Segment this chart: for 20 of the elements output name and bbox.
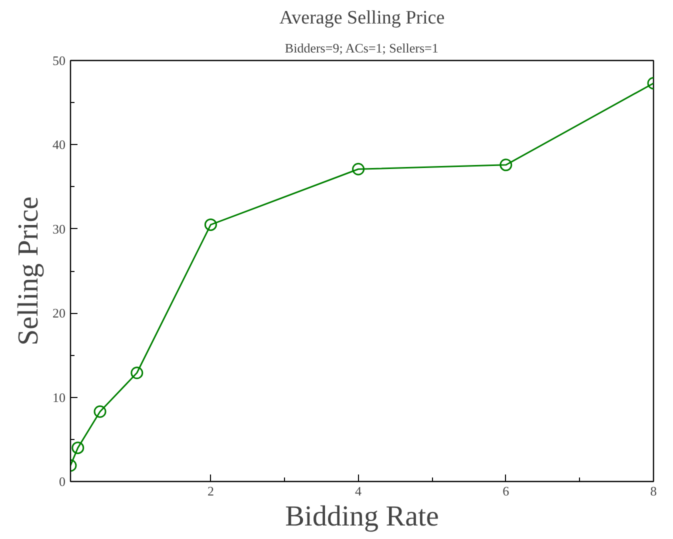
- y-tick-label: 0: [59, 474, 66, 489]
- y-tick-label: 20: [52, 306, 66, 321]
- y-tick-label: 50: [52, 53, 66, 68]
- chart-title: Average Selling Price: [279, 8, 445, 28]
- point: [204, 218, 217, 231]
- x-tick-label: 8: [650, 484, 657, 498]
- y-tick-label: 30: [52, 221, 66, 236]
- x-tick-label: 2: [207, 484, 214, 498]
- x-tick-label: 4: [355, 484, 362, 498]
- x-tick-label: 6: [502, 484, 510, 498]
- x-axis-title: Bidding Rate: [285, 500, 439, 532]
- y-axis-title: Selling Price: [12, 196, 44, 346]
- point: [94, 405, 106, 418]
- chart-subtitle: Bidders=9; ACs=1; Sellers=1: [284, 40, 438, 56]
- point: [352, 162, 365, 176]
- point: [130, 366, 144, 380]
- y-tick-label: 40: [52, 137, 66, 152]
- y-tick-label: 10: [52, 390, 66, 405]
- point: [72, 442, 84, 454]
- point: [500, 158, 512, 172]
